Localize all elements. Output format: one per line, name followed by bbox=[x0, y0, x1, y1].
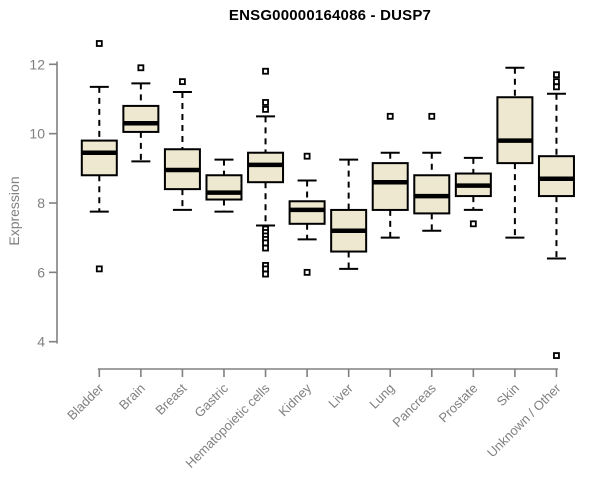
x-category-label-brain: Brain bbox=[116, 381, 148, 413]
outlier-point-pancreas bbox=[428, 112, 436, 120]
x-category-label-unknown-other: Unknown / Other bbox=[484, 380, 564, 460]
box-brain bbox=[122, 104, 160, 133]
outlier-point-bladder bbox=[95, 265, 103, 273]
outlier-point-hematopoietic-cells bbox=[262, 105, 269, 113]
box-lung bbox=[371, 162, 409, 211]
outlier-point-kidney bbox=[303, 268, 311, 276]
x-category-label-pancreas: Pancreas bbox=[389, 380, 439, 430]
outlier-point-breast bbox=[179, 78, 186, 86]
outlier-point-brain bbox=[137, 64, 145, 72]
outlier-point-hematopoietic-cells bbox=[262, 239, 269, 247]
box-kidney bbox=[288, 200, 326, 225]
outlier-point-unknown-other bbox=[553, 78, 560, 86]
outlier-point-lung bbox=[386, 112, 394, 120]
y-tick-label: 6 bbox=[37, 264, 45, 280]
outlier-point-unknown-other bbox=[553, 83, 560, 91]
box-skin bbox=[496, 96, 534, 165]
box-gastric bbox=[205, 174, 243, 201]
outlier-point-kidney bbox=[303, 152, 311, 160]
box-hematopoietic-cells bbox=[247, 151, 285, 184]
y-tick-label: 8 bbox=[37, 195, 45, 211]
outlier-point-prostate bbox=[469, 220, 477, 228]
x-category-label-prostate: Prostate bbox=[436, 381, 481, 426]
x-category-label-breast: Breast bbox=[152, 380, 189, 417]
outlier-point-hematopoietic-cells bbox=[262, 67, 269, 75]
chart-title: ENSG00000164086 - DUSP7 bbox=[228, 7, 432, 24]
y-tick-label: 10 bbox=[29, 126, 45, 142]
y-tick-label: 12 bbox=[29, 56, 45, 72]
x-category-label-skin: Skin bbox=[494, 381, 522, 409]
box-unknown-other bbox=[537, 155, 575, 198]
outlier-point-bladder bbox=[95, 40, 103, 47]
outlier-point-hematopoietic-cells bbox=[262, 270, 269, 278]
x-category-label-kidney: Kidney bbox=[276, 380, 315, 419]
outlier-point-hematopoietic-cells bbox=[262, 99, 269, 106]
x-category-label-bladder: Bladder bbox=[64, 380, 107, 423]
y-tick-label: 4 bbox=[37, 334, 45, 350]
outlier-point-hematopoietic-cells bbox=[262, 244, 269, 252]
outlier-point-unknown-other bbox=[553, 71, 560, 79]
x-category-label-lung: Lung bbox=[366, 381, 397, 412]
outlier-point-unknown-other bbox=[553, 352, 560, 359]
outlier-point-hematopoietic-cells bbox=[262, 265, 269, 273]
x-category-label-liver: Liver bbox=[325, 380, 356, 411]
x-category-label-gastric: Gastric bbox=[191, 380, 231, 420]
box-bladder bbox=[80, 139, 118, 177]
y-axis-title: Expression bbox=[6, 176, 22, 246]
